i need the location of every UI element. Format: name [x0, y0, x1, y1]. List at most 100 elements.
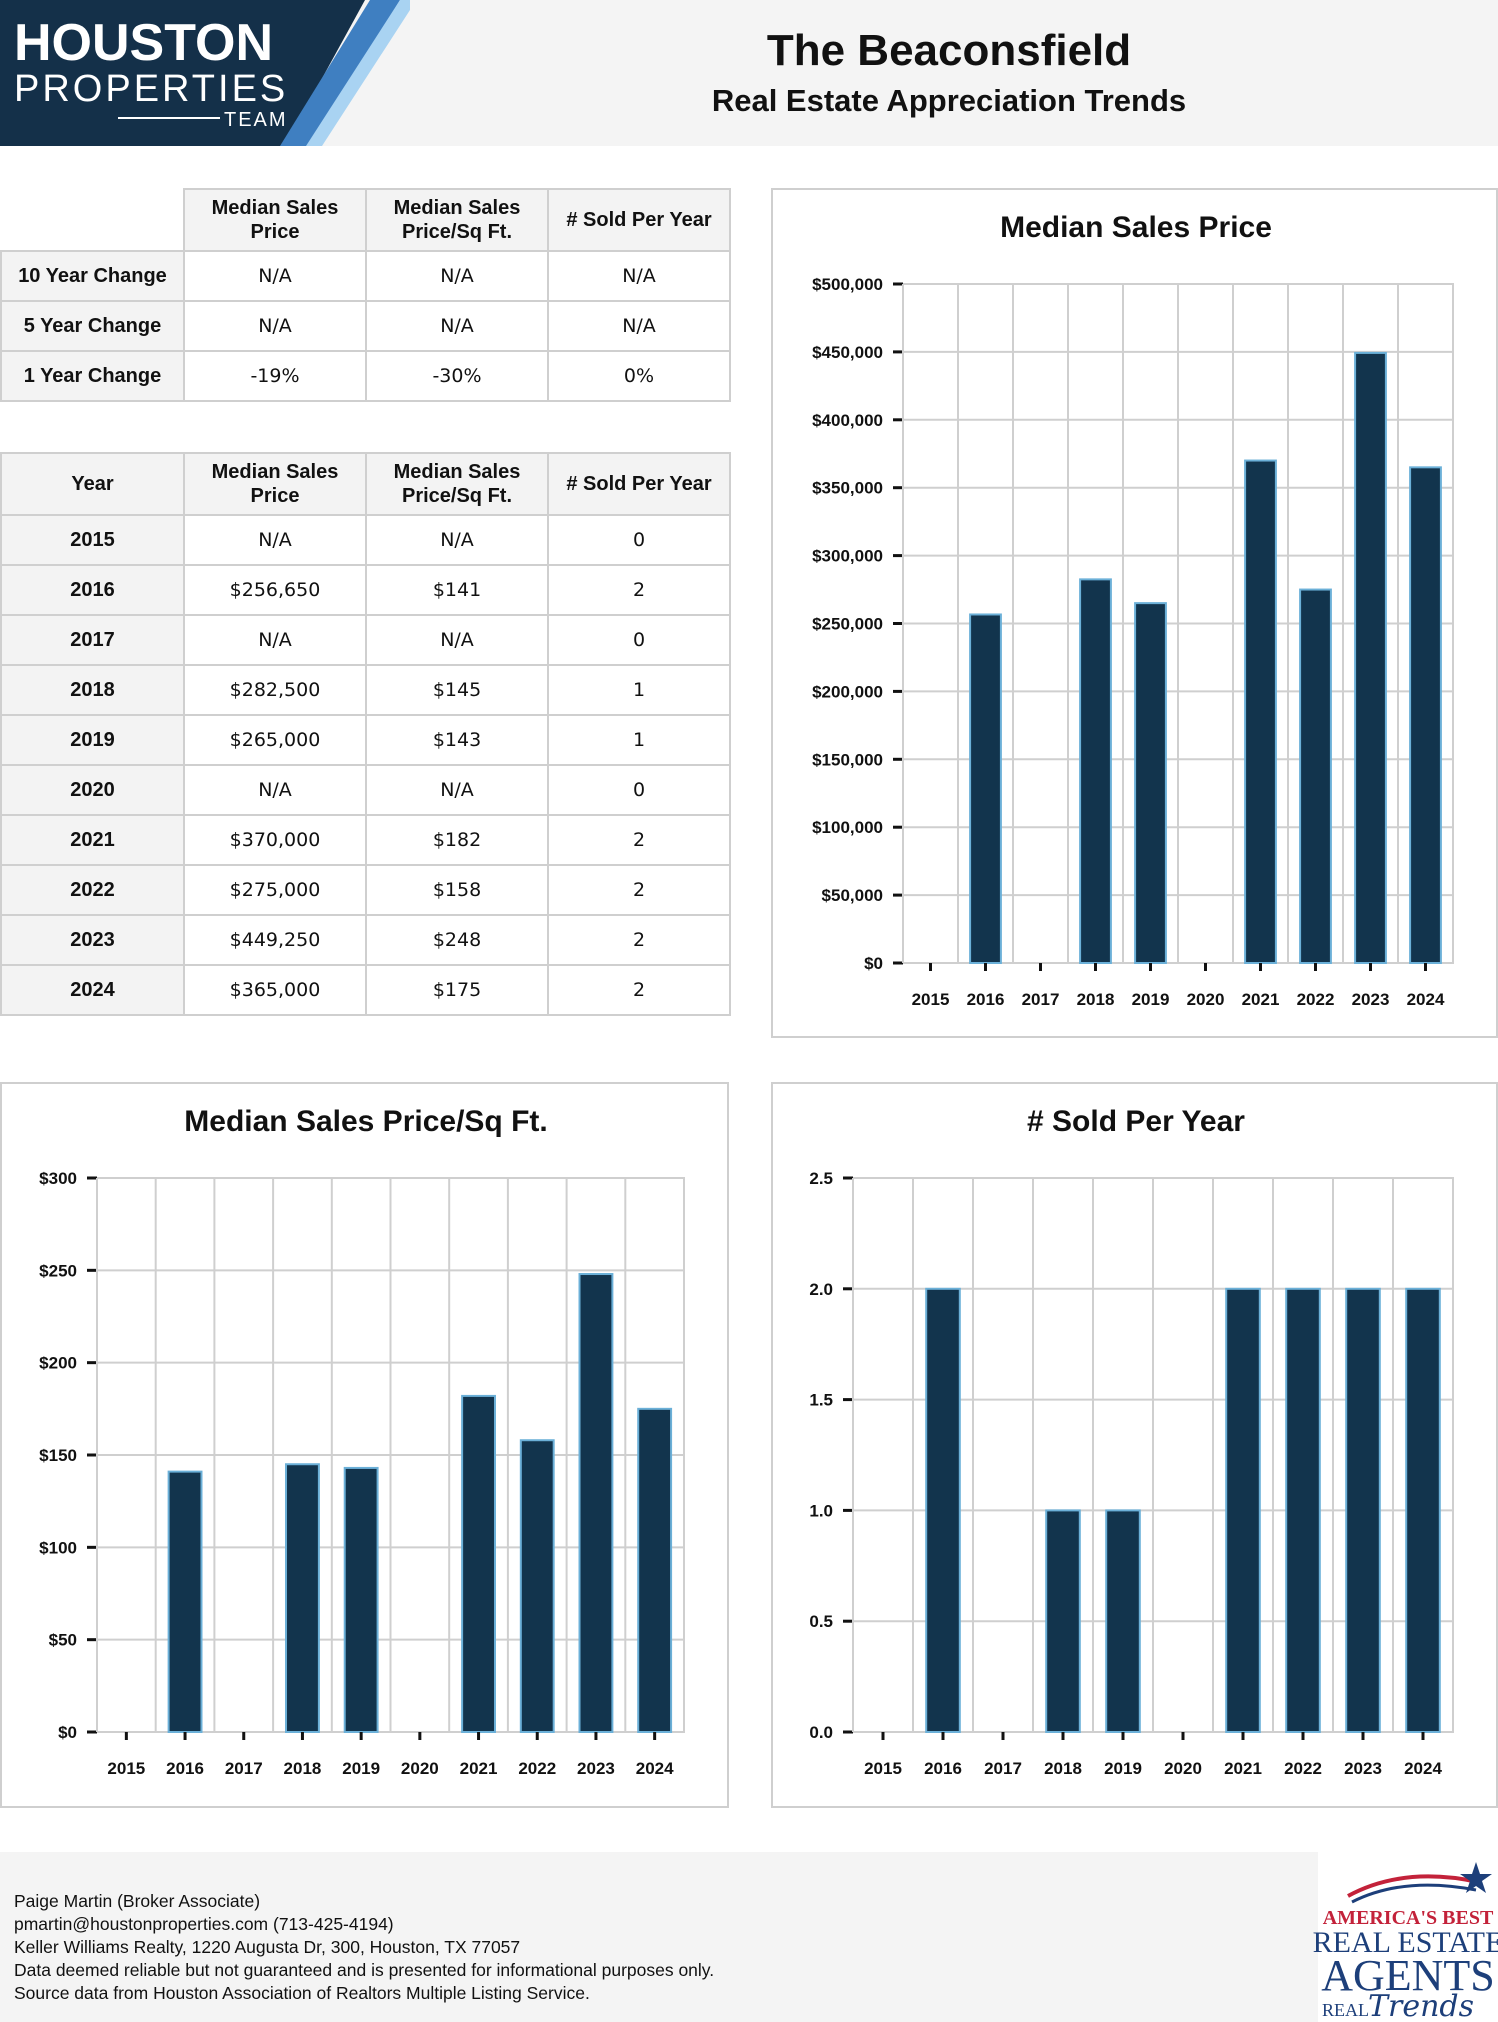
price-cell: $365,000 — [183, 964, 367, 1016]
price-cell: N/A — [183, 764, 367, 816]
price-change-cell: N/A — [183, 300, 367, 352]
y-tick-label: 1.5 — [809, 1391, 833, 1410]
bar-2019 — [343, 1466, 379, 1733]
row-label: 1 Year Change — [0, 350, 185, 402]
bar-2016 — [969, 613, 1002, 964]
bar-2021 — [1225, 1287, 1261, 1734]
table-header-cell: Year — [0, 452, 185, 516]
median-sales-price-chart: Median Sales Price $0 $50,000 $100,000 $150,… — [812, 211, 1454, 1009]
y-tick-label: $150,000 — [812, 750, 883, 769]
table-header-blank — [1, 189, 185, 252]
table-row: 1 Year Change -19% -30% 0% — [0, 350, 731, 402]
yearly-data-table: Year Median Sales Price Median Sales Pri… — [0, 452, 731, 1016]
bar-2022 — [1299, 588, 1332, 964]
sold-cell: 2 — [547, 964, 731, 1016]
x-tick-label: 2018 — [284, 1759, 322, 1778]
disclaimer-text: Data deemed reliable but not guaranteed … — [14, 1960, 715, 1980]
bar-2018 — [285, 1463, 320, 1733]
price-cell: $265,000 — [183, 714, 367, 766]
price-cell: $256,650 — [183, 564, 367, 616]
y-tick-label: $300 — [39, 1169, 77, 1188]
bar-2022 — [1285, 1287, 1321, 1734]
bar-2021 — [1244, 459, 1277, 964]
x-tick-label: 2018 — [1044, 1759, 1082, 1778]
year-cell: 2018 — [0, 664, 185, 716]
y-tick-label: $50,000 — [822, 886, 883, 905]
sold-cell: 2 — [547, 814, 731, 866]
y-tick-label: $300,000 — [812, 547, 883, 566]
page-header: HOUSTON PROPERTIES TEAM The Beaconsfield… — [0, 0, 1498, 146]
sqft-change-cell: -30% — [365, 350, 549, 402]
bar-2023 — [1345, 1287, 1381, 1734]
sqft-change-cell: N/A — [365, 250, 549, 302]
bar-2016 — [167, 1470, 203, 1733]
year-cell: 2023 — [0, 914, 185, 966]
price-cell: $370,000 — [183, 814, 367, 866]
x-tick-label: 2021 — [1242, 990, 1280, 1009]
table-header-row: Year Median Sales Price Median Sales Pri… — [0, 452, 731, 516]
table-row: 2015 N/A N/A 0 — [0, 514, 731, 566]
row-label: 10 Year Change — [0, 250, 185, 302]
logo-line-properties: PROPERTIES — [14, 68, 288, 110]
star-icon — [1460, 1862, 1492, 1893]
sold-cell: 0 — [547, 614, 731, 666]
y-tick-label: 2.5 — [809, 1169, 833, 1188]
brokerage-address: Keller Williams Realty, 1220 Augusta Dr,… — [14, 1937, 521, 1957]
x-tick-label: 2022 — [1297, 990, 1335, 1009]
y-tick-label: 0.0 — [809, 1723, 833, 1742]
median-sales-price-chart-panel: Median Sales Price $0 $50,000 $100,000 $150,… — [771, 188, 1498, 1038]
table-row: 2019 $265,000 $143 1 — [0, 714, 731, 766]
table-header-cell: Median Sales Price/Sq Ft. — [365, 452, 549, 516]
y-tick-label: $150 — [39, 1446, 77, 1465]
sold-cell: 1 — [547, 664, 731, 716]
x-tick-label: 2015 — [912, 990, 950, 1009]
change-summary-table: Median Sales Price Median Sales Price/Sq… — [0, 188, 731, 402]
y-tick-label: 2.0 — [809, 1280, 833, 1299]
bar-2021 — [461, 1394, 496, 1733]
table-row: 5 Year Change N/A N/A N/A — [0, 300, 731, 352]
table-header-cell: Median Sales Price — [183, 452, 367, 516]
x-tick-label: 2020 — [1187, 990, 1225, 1009]
sold-cell: 2 — [547, 864, 731, 916]
table-row: 2017 N/A N/A 0 — [0, 614, 731, 666]
median-price-sqft-chart-panel: Median Sales Price/Sq Ft. $0 $50 $100 $150 $2… — [0, 1082, 729, 1808]
source-text: Source data from Houston Association of … — [14, 1983, 590, 2003]
x-tick-label: 2021 — [460, 1759, 498, 1778]
chart-title: # Sold Per Year — [1027, 1105, 1245, 1138]
x-tick-label: 2017 — [984, 1759, 1022, 1778]
badge-line-trends: Trends — [1368, 1989, 1474, 2022]
sold-per-year-chart: # Sold Per Year 0.0 0.5 1.0 1.5 2.0 2.5 2015 201… — [809, 1105, 1454, 1778]
y-tick-label: $350,000 — [812, 479, 883, 498]
bar-2022 — [519, 1439, 555, 1733]
year-cell: 2015 — [0, 514, 185, 566]
row-label: 5 Year Change — [0, 300, 185, 352]
y-tick-label: $200 — [39, 1354, 77, 1373]
price-cell: N/A — [183, 514, 367, 566]
bar-2023 — [578, 1273, 614, 1733]
sold-per-year-chart-panel: # Sold Per Year 0.0 0.5 1.0 1.5 2.0 2.5 2015 201… — [771, 1082, 1498, 1808]
page-title: The Beaconsfield — [766, 26, 1132, 75]
x-tick-label: 2019 — [1132, 990, 1170, 1009]
sqft-change-cell: N/A — [365, 300, 549, 352]
sqft-cell: N/A — [365, 614, 549, 666]
x-tick-label: 2021 — [1224, 1759, 1262, 1778]
badge-line-americas-best: AMERICA'S BEST — [1323, 1907, 1494, 1929]
americas-best-agents-badge: AMERICA'S BEST REAL ESTATE AGENTS REAL T… — [1313, 1852, 1498, 2022]
x-tick-label: 2023 — [1352, 990, 1390, 1009]
y-tick-label: $100 — [39, 1538, 77, 1557]
price-change-cell: -19% — [183, 350, 367, 402]
table-header-cell: # Sold Per Year — [547, 188, 731, 252]
x-tick-label: 2020 — [1164, 1759, 1202, 1778]
x-tick-label: 2022 — [1284, 1759, 1322, 1778]
badge-line-real-estate: REAL ESTATE — [1313, 1926, 1498, 1959]
y-tick-label: $500,000 — [812, 275, 883, 294]
bar-2016 — [925, 1287, 961, 1734]
y-tick-label: $0 — [864, 954, 883, 973]
table-row: 2022 $275,000 $158 2 — [0, 864, 731, 916]
year-cell: 2016 — [0, 564, 185, 616]
year-cell: 2024 — [0, 964, 185, 1016]
sqft-cell: $143 — [365, 714, 549, 766]
bar-2018 — [1079, 578, 1112, 964]
sold-change-cell: N/A — [547, 300, 731, 352]
x-tick-label: 2024 — [636, 1759, 674, 1778]
